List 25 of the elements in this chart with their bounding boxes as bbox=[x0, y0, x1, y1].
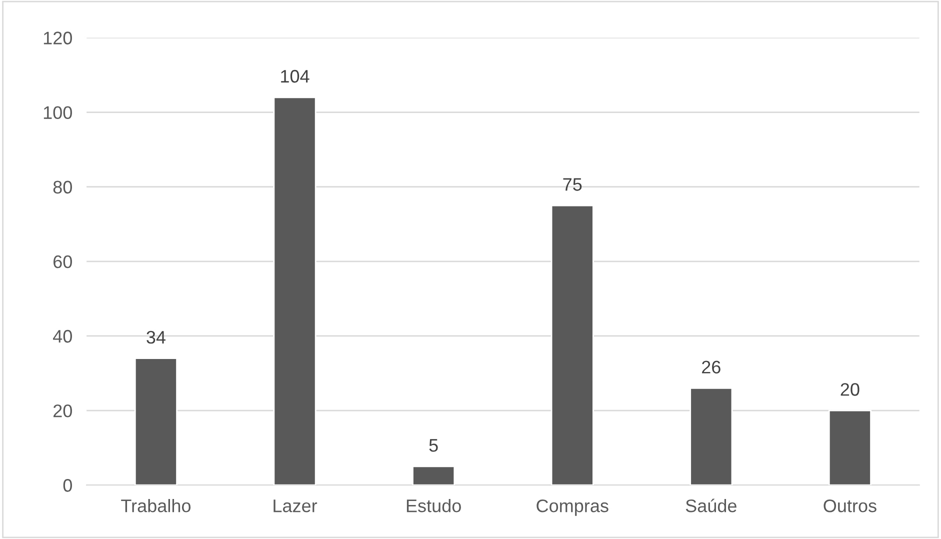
x-tick-label: Trabalho bbox=[121, 498, 191, 512]
bar bbox=[828, 410, 872, 486]
bar bbox=[412, 466, 456, 486]
data-label: 5 bbox=[429, 439, 438, 452]
y-tick-label: 40 bbox=[53, 330, 72, 343]
x-tick-label: Estudo bbox=[406, 498, 461, 512]
bar bbox=[273, 96, 316, 486]
bar bbox=[550, 204, 594, 486]
y-tick-label: 120 bbox=[44, 32, 72, 44]
x-tick-label: Outros bbox=[824, 499, 876, 512]
y-tick-label: 100 bbox=[44, 106, 72, 120]
y-tick-label: 80 bbox=[53, 180, 72, 194]
y-tick-label: 60 bbox=[54, 255, 72, 268]
data-label: 26 bbox=[702, 360, 720, 374]
data-label: 75 bbox=[563, 178, 582, 191]
data-label: 20 bbox=[840, 383, 860, 396]
y-tick-label: 0 bbox=[63, 479, 72, 492]
x-tick-label: Lazer bbox=[274, 500, 318, 512]
data-label: 34 bbox=[146, 330, 166, 344]
y-tick-label: 20 bbox=[54, 404, 72, 418]
bar bbox=[134, 358, 178, 486]
data-label: 104 bbox=[281, 70, 310, 83]
x-tick-label: Compras bbox=[536, 499, 608, 516]
x-tick-label: Saúde bbox=[686, 498, 736, 512]
bar bbox=[690, 387, 733, 486]
